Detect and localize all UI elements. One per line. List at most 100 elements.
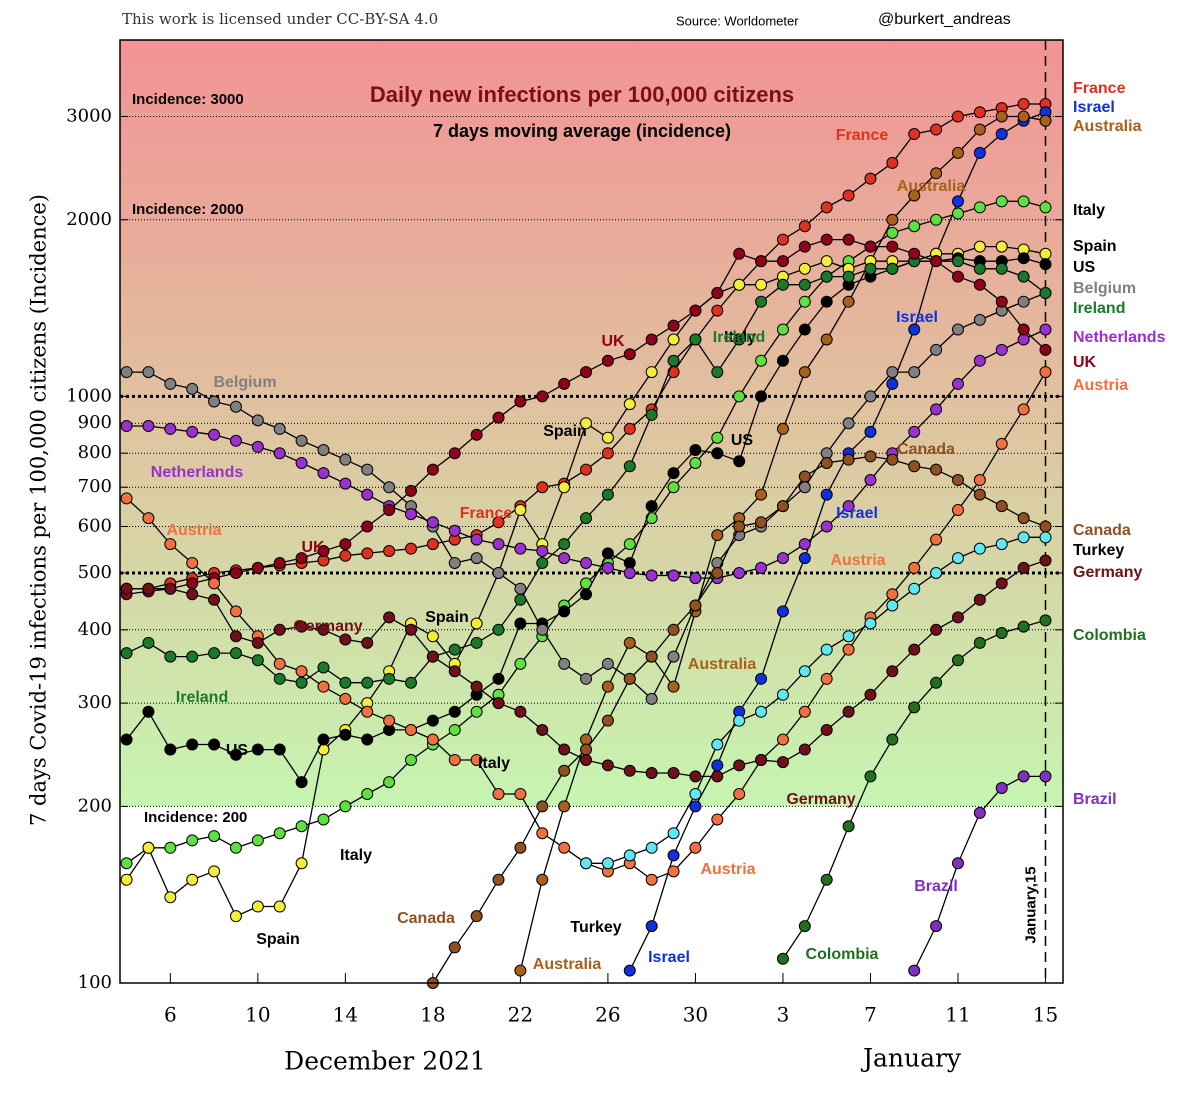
- data-point: [317, 813, 330, 826]
- x-tick-label: 26: [595, 1003, 620, 1027]
- data-point: [798, 538, 811, 551]
- data-point: [120, 647, 133, 660]
- data-point: [514, 964, 527, 977]
- data-point: [820, 295, 833, 308]
- data-point: [930, 463, 943, 476]
- data-point: [711, 566, 724, 579]
- data-point: [404, 723, 417, 736]
- inline-label: Colombia: [806, 946, 879, 963]
- data-point: [1039, 343, 1052, 356]
- data-point: [776, 733, 789, 746]
- data-point: [536, 800, 549, 813]
- data-point: [623, 538, 636, 551]
- data-point: [404, 623, 417, 636]
- data-point: [164, 743, 177, 756]
- data-point: [776, 756, 789, 769]
- legend-entry: France: [1073, 80, 1126, 97]
- data-point: [623, 398, 636, 411]
- data-point: [1017, 110, 1030, 123]
- data-point: [908, 247, 921, 260]
- data-point: [776, 952, 789, 965]
- data-point: [404, 508, 417, 521]
- data-point: [1017, 98, 1030, 111]
- data-point: [973, 240, 986, 253]
- data-point: [908, 701, 921, 714]
- data-point: [426, 714, 439, 727]
- data-point: [667, 827, 680, 840]
- data-point: [755, 390, 768, 403]
- data-point: [930, 167, 943, 180]
- data-point: [208, 865, 221, 878]
- data-point: [251, 900, 264, 913]
- data-point: [208, 593, 221, 606]
- data-point: [842, 270, 855, 283]
- data-point: [514, 617, 527, 630]
- data-point: [536, 623, 549, 636]
- data-point: [798, 240, 811, 253]
- data-point: [558, 743, 571, 756]
- legend-entry: Belgium: [1073, 280, 1136, 297]
- data-point: [339, 692, 352, 705]
- data-point: [798, 295, 811, 308]
- data-point: [733, 390, 746, 403]
- data-point: [951, 857, 964, 870]
- data-point: [186, 650, 199, 663]
- data-point: [886, 599, 899, 612]
- data-point: [798, 366, 811, 379]
- data-point: [886, 366, 899, 379]
- inline-label: Australia: [897, 178, 966, 195]
- data-point: [580, 672, 593, 685]
- data-point: [317, 444, 330, 457]
- data-point: [842, 189, 855, 202]
- data-point: [689, 304, 702, 317]
- data-point: [842, 705, 855, 718]
- data-point: [623, 460, 636, 473]
- data-point: [1017, 770, 1030, 783]
- data-point: [536, 873, 549, 886]
- data-point: [208, 738, 221, 751]
- annotation: Incidence: 3000: [132, 91, 244, 108]
- data-point: [142, 582, 155, 595]
- data-point: [492, 672, 505, 685]
- data-point: [995, 295, 1008, 308]
- data-point: [536, 723, 549, 736]
- data-point: [755, 516, 768, 529]
- data-point: [930, 255, 943, 268]
- data-point: [908, 643, 921, 656]
- data-point: [951, 195, 964, 208]
- data-point: [689, 599, 702, 612]
- data-point: [514, 841, 527, 854]
- data-point: [339, 676, 352, 689]
- inline-label: Ireland: [713, 329, 765, 346]
- data-point: [973, 123, 986, 136]
- data-point: [951, 255, 964, 268]
- data-point: [448, 941, 461, 954]
- data-point: [164, 538, 177, 551]
- data-point: [273, 422, 286, 435]
- inline-label: US: [731, 432, 754, 449]
- data-point: [186, 556, 199, 569]
- data-point: [886, 240, 899, 253]
- data-point: [689, 572, 702, 585]
- data-point: [601, 561, 614, 574]
- data-point: [317, 733, 330, 746]
- data-point: [667, 680, 680, 693]
- data-point: [908, 128, 921, 141]
- data-point: [908, 964, 921, 977]
- inline-label: Germany: [786, 791, 855, 808]
- data-point: [580, 556, 593, 569]
- data-point: [820, 233, 833, 246]
- x-tick-label: 3: [777, 1003, 790, 1027]
- data-point: [623, 964, 636, 977]
- data-point: [317, 623, 330, 636]
- data-point: [448, 723, 461, 736]
- data-point: [558, 552, 571, 565]
- data-point: [1017, 323, 1030, 336]
- data-point: [229, 566, 242, 579]
- data-point: [186, 382, 199, 395]
- x-tick-label: 15: [1033, 1003, 1058, 1027]
- inline-label: Italy: [340, 847, 372, 864]
- data-point: [689, 456, 702, 469]
- data-point: [448, 447, 461, 460]
- data-point: [645, 650, 658, 663]
